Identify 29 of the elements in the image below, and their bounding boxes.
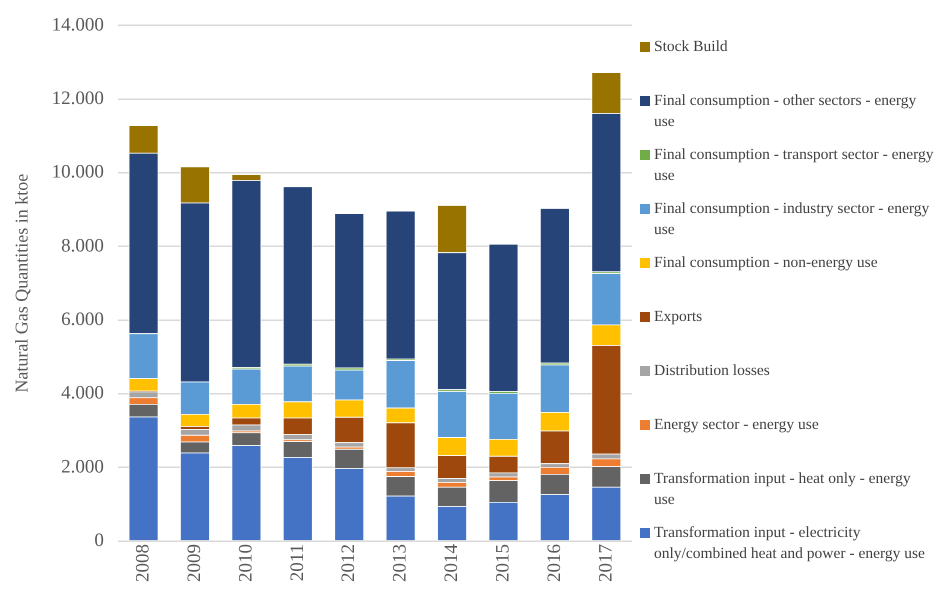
x-tick-label: 2014 [441, 544, 462, 582]
legend-label: Transformation input - electricity only/combined heat and power - energy use [654, 523, 926, 564]
x-tick-label: 2015 [492, 544, 514, 582]
y-tick-label: 14.000 [52, 14, 104, 36]
legend-label: Exports [654, 307, 702, 327]
x-tick-label: 2011 [286, 544, 308, 582]
y-tick-label: 0 [94, 530, 104, 551]
y-tick-label: 12.000 [52, 88, 104, 110]
x-tick-label: 2010 [235, 544, 256, 582]
y-tick-label: 6.000 [61, 309, 104, 330]
y-tick-label: 2.000 [61, 456, 104, 478]
y-tick-label: 4.000 [61, 382, 104, 404]
legend-label: Final consumption - other sectors - energy use [654, 91, 918, 132]
legend-label: Final consumption - non-energy use [654, 253, 878, 273]
legend-label: Final consumption - industry sector - energy use [654, 199, 930, 240]
x-tick-label: 2009 [184, 544, 205, 582]
x-tick-label: 2008 [132, 544, 154, 582]
x-tick-label: 2012 [338, 544, 360, 582]
x-tick-label: 2017 [595, 544, 616, 582]
legend-label: Distribution losses [654, 361, 770, 381]
x-tick-label: 2013 [390, 544, 411, 582]
legend-label: Energy sector - energy use [654, 415, 819, 435]
y-tick-label: 10.000 [52, 162, 104, 183]
x-tick-label: 2016 [544, 544, 565, 582]
legend-label: Stock Build [654, 37, 728, 57]
y-axis-title: Natural Gas Quantities in ktoe [12, 174, 32, 393]
legend-label: Transformation input - heat only - energy use [654, 469, 912, 510]
y-tick-label: 8.000 [61, 235, 104, 256]
legend-label: Final consumption - transport sector - energy use [654, 145, 934, 186]
